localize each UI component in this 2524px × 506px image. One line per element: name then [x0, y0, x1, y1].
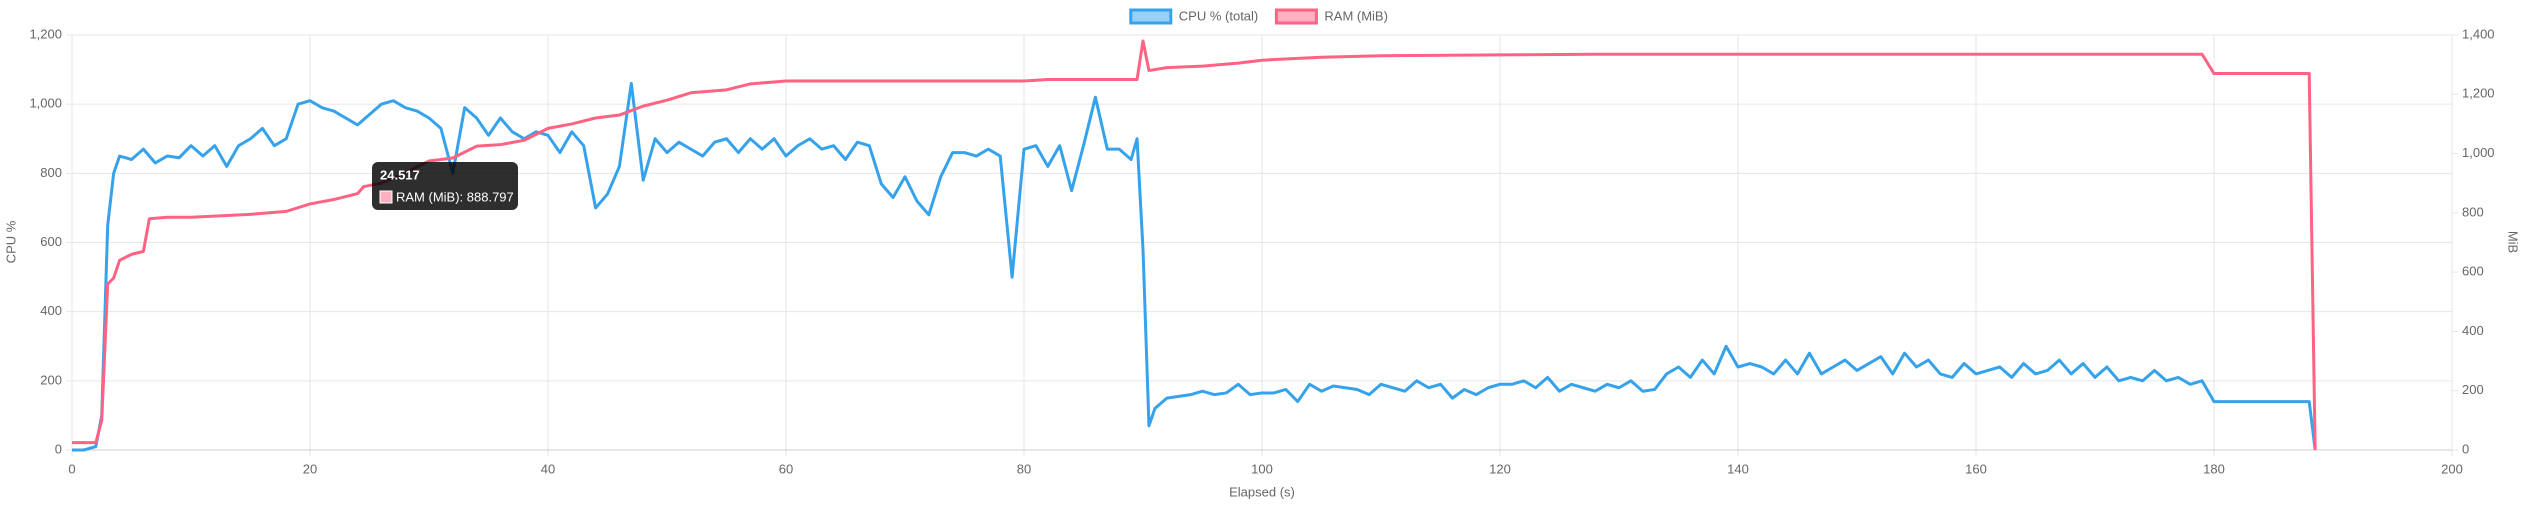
tooltip-title: 24.517	[380, 167, 420, 182]
legend: CPU % (total) RAM (MiB)	[1129, 8, 1388, 25]
legend-swatch	[1129, 8, 1173, 25]
series-line	[72, 81, 2317, 452]
x-tick-label: 180	[2203, 461, 2225, 476]
legend-label: CPU % (total)	[1179, 8, 1258, 23]
series-line	[72, 39, 2317, 451]
x-tick-label: 120	[1489, 461, 1511, 476]
x-tick-label: 100	[1251, 461, 1273, 476]
x-tick-label: 200	[2441, 461, 2463, 476]
x-tick-label: 60	[779, 461, 793, 476]
legend-swatch	[1274, 8, 1318, 25]
y-tick-label: 400	[40, 303, 62, 318]
y2-tick-label: 600	[2462, 264, 2484, 279]
y-tick-label: 1,200	[29, 26, 62, 41]
y-tick-label: 1,000	[29, 96, 62, 111]
legend-label: RAM (MiB)	[1324, 8, 1388, 23]
y2-axis-label: MiB	[2506, 231, 2521, 253]
y2-tick-label: 1,400	[2462, 26, 2495, 41]
tooltip-label: RAM (MiB): 888.797	[396, 189, 514, 204]
y2-tick-label: 400	[2462, 323, 2484, 338]
x-tick-label: 20	[303, 461, 317, 476]
y2-tick-label: 1,000	[2462, 145, 2495, 160]
y2-tick-label: 1,200	[2462, 86, 2495, 101]
y-tick-label: 0	[55, 441, 62, 456]
x-tick-label: 140	[1727, 461, 1749, 476]
y2-tick-label: 0	[2462, 441, 2469, 456]
tooltip: 24.517 RAM (MiB): 888.797	[372, 162, 518, 210]
y-axis-label: CPU %	[3, 220, 18, 263]
grid: 02004006008001,0001,20002004006008001,00…	[29, 26, 2494, 476]
y-tick-label: 200	[40, 372, 62, 387]
y2-tick-label: 800	[2462, 204, 2484, 219]
x-tick-label: 80	[1017, 461, 1031, 476]
y-tick-label: 800	[40, 165, 62, 180]
tooltip-box	[372, 162, 518, 210]
x-tick-label: 0	[68, 461, 75, 476]
lines	[72, 39, 2317, 452]
x-tick-label: 160	[1965, 461, 1987, 476]
y2-tick-label: 200	[2462, 382, 2484, 397]
x-tick-label: 40	[541, 461, 555, 476]
y-tick-label: 600	[40, 234, 62, 249]
tooltip-swatch	[379, 190, 393, 204]
x-axis-label: Elapsed (s)	[1229, 484, 1295, 499]
